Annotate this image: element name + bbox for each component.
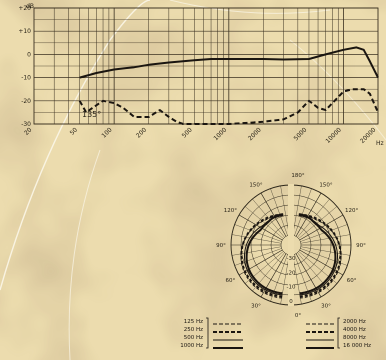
polar-curves xyxy=(240,213,342,299)
polar-grid-spoke xyxy=(280,185,290,236)
frequency-grid xyxy=(33,7,379,125)
polar-grid-spoke xyxy=(270,188,288,236)
frequency-y-tick-label: -30 xyxy=(21,121,31,128)
polar-grid-spoke xyxy=(299,249,344,276)
legend-left-label-3: 500 Hz xyxy=(184,335,203,341)
frequency-x-tick-label: 500 xyxy=(181,126,194,139)
legend-right-label-4: 16 000 Hz xyxy=(343,343,371,349)
polar-angle-label: 0° xyxy=(295,313,301,319)
frequency-y-tick-label: -10 xyxy=(21,75,31,82)
polar-grid xyxy=(230,184,352,306)
polar-labels: 0° 30° 30° 60° 60° 90° 90° 120° 120° 150° 150° 180°… xyxy=(216,173,366,319)
polar-grid-spoke xyxy=(252,198,285,238)
polar-radial-label: -10 xyxy=(287,285,296,291)
polar-grid-spoke xyxy=(238,214,283,241)
frequency-y-tick-label: +10 xyxy=(18,28,31,35)
frequency-x-tick-label: 2000 xyxy=(247,126,263,142)
frequency-x-tick-label: 5000 xyxy=(293,126,309,142)
polar-grid-spoke xyxy=(231,234,282,244)
polar-angle-label: 30° xyxy=(321,304,331,310)
polar-legend: 125 Hz 250 Hz 500 Hz 1000 Hz 2000 Hz 400… xyxy=(180,317,371,349)
polar-angle-label: 120° xyxy=(345,208,358,214)
frequency-x-tick-label: 10000 xyxy=(324,126,343,145)
polar-radial-label: -30 xyxy=(287,256,296,262)
frequency-y-tick-label: +20 xyxy=(18,5,31,12)
frequency-series-solid xyxy=(79,46,379,79)
legend-left-label-1: 125 Hz xyxy=(184,319,203,325)
polar-grid-spoke xyxy=(295,192,322,237)
polar-curve xyxy=(245,213,284,295)
polar-angle-label: 180° xyxy=(291,173,304,179)
polar-curve xyxy=(298,213,337,295)
legend-left-brace xyxy=(206,317,209,349)
legend-right-label-1: 2000 Hz xyxy=(343,319,366,325)
frequency-x-tick-label: 200 xyxy=(135,126,148,139)
polar-grid-spoke xyxy=(298,251,338,284)
polar-grid-spoke xyxy=(244,251,284,284)
frequency-y-tick-label: 0 xyxy=(27,51,31,58)
angle-annotation: 135° xyxy=(82,110,101,119)
polar-grid-spoke xyxy=(231,246,282,256)
polar-curve xyxy=(240,213,284,298)
polar-center-gap xyxy=(288,184,294,306)
frequency-x-tick-label: 20000 xyxy=(359,126,378,145)
polar-angle-label: 90° xyxy=(356,243,366,249)
polar-grid-spoke xyxy=(297,252,330,292)
polar-grid-spoke xyxy=(260,192,287,237)
polar-radial-label: -20 xyxy=(287,270,296,276)
polar-pattern-chart: 0° 30° 30° 60° 60° 90° 90° 120° 120° 150° 150° 180°… xyxy=(216,173,366,319)
frequency-x-tick-label: 1000 xyxy=(212,126,228,142)
polar-grid-spoke xyxy=(294,188,312,236)
frequency-x-tick-label: 50 xyxy=(69,126,79,136)
legend-left-label-4: 1000 Hz xyxy=(180,343,203,349)
polar-angle-label: 30° xyxy=(251,304,261,310)
polar-radial-label: 0 xyxy=(289,299,293,305)
frequency-x-axis-label: Hz xyxy=(376,140,384,147)
polar-grid-spoke xyxy=(238,249,283,276)
frequency-series xyxy=(78,46,379,125)
polar-grid-spoke xyxy=(300,234,351,244)
polar-grid-spoke xyxy=(300,246,351,256)
polar-angle-label: 90° xyxy=(216,243,226,249)
frequency-x-tick-label: 100 xyxy=(101,126,114,139)
legend-right-label-3: 8000 Hz xyxy=(343,335,366,341)
polar-angle-label: 150° xyxy=(319,182,332,188)
polar-angle-label: 150° xyxy=(249,182,262,188)
polar-grid-spoke xyxy=(292,185,302,236)
legend-right-brace xyxy=(337,317,340,349)
polar-angle-label: 60° xyxy=(347,278,357,284)
frequency-y-axis-label: dB xyxy=(26,3,34,10)
frequency-x-tick-label: 20 xyxy=(23,126,33,136)
polar-curve xyxy=(298,213,342,299)
polar-grid-spoke xyxy=(298,206,338,239)
polar-grid-spoke xyxy=(252,252,285,292)
frequency-y-tick-label: -20 xyxy=(21,98,31,105)
frequency-series-dashed xyxy=(78,88,379,125)
polar-grid-spoke xyxy=(299,214,344,241)
legend-left-label-2: 250 Hz xyxy=(184,327,203,333)
legend-right-label-2: 4000 Hz xyxy=(343,327,366,333)
polar-curve xyxy=(298,213,342,298)
polar-grid-spoke xyxy=(297,198,330,238)
polar-grid-spoke xyxy=(244,206,284,239)
polar-angle-label: 60° xyxy=(226,278,236,284)
polar-curve xyxy=(240,213,284,299)
polar-angle-label: 120° xyxy=(224,208,237,214)
